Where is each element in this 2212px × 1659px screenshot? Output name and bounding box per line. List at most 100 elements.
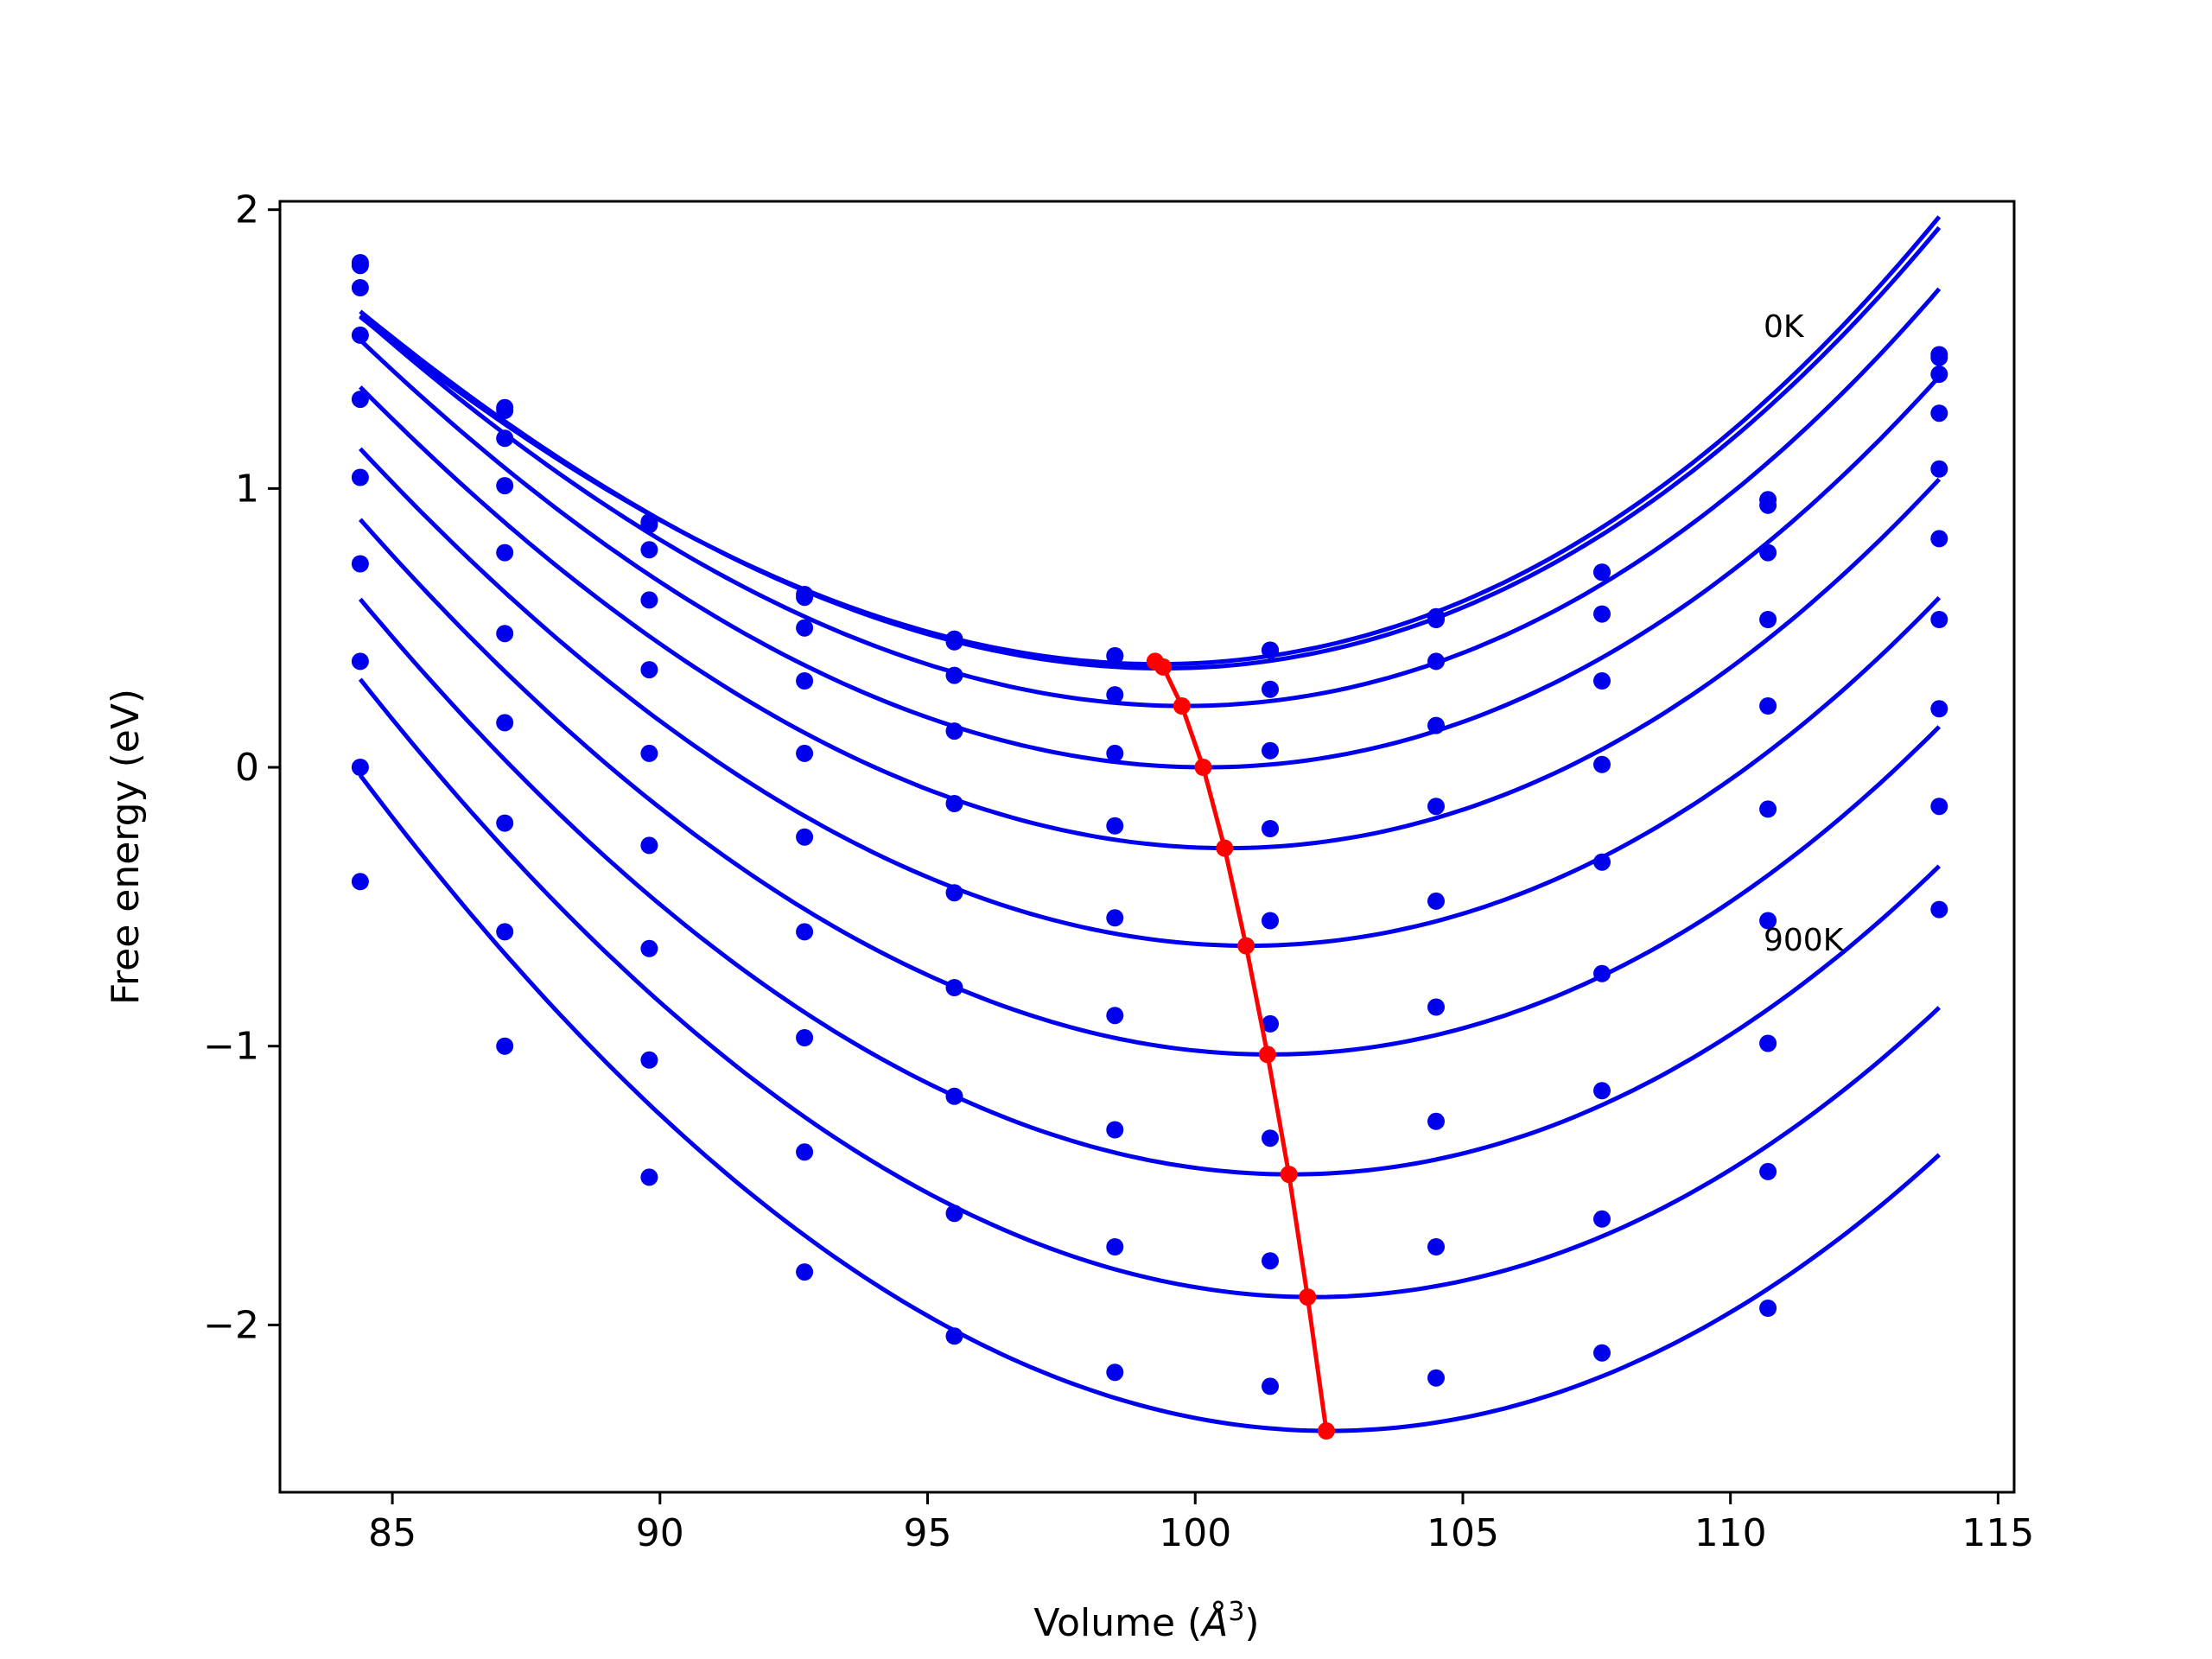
data-point-600K-9 xyxy=(1759,912,1777,930)
data-point-600K-10 xyxy=(1930,611,1948,628)
axis-ticks: 85 90 95 100 105 110 115 −2 −1 0 1 2 xyxy=(203,188,2034,1555)
data-point-900K-6 xyxy=(1262,1377,1279,1395)
data-point-200K-2 xyxy=(640,541,658,559)
data-point-900K-1 xyxy=(496,1037,514,1055)
data-point-200K-9 xyxy=(1759,543,1777,562)
minimum-point-1 xyxy=(1154,658,1173,676)
data-point-500K-7 xyxy=(1427,892,1445,910)
data-point-100K-10 xyxy=(1930,348,1948,366)
y-tick-label-1: 1 xyxy=(235,467,259,511)
data-point-700K-3 xyxy=(796,1029,814,1046)
axes-frame xyxy=(278,200,2016,1494)
data-point-400K-6 xyxy=(1262,820,1279,837)
data-point-200K-6 xyxy=(1262,680,1279,698)
data-point-800K-5 xyxy=(1106,1238,1124,1255)
y-tick-label-2: 2 xyxy=(235,188,259,232)
data-point-700K-8 xyxy=(1593,1082,1611,1100)
data-point-500K-5 xyxy=(1106,909,1124,927)
fit-curve-300K xyxy=(359,338,1942,770)
data-point-500K-8 xyxy=(1593,853,1611,871)
x-tick-label-95: 95 xyxy=(904,1511,952,1555)
data-point-500K-6 xyxy=(1262,912,1279,930)
data-point-600K-8 xyxy=(1593,964,1611,982)
data-point-800K-4 xyxy=(945,1205,963,1223)
x-axis-label-power: 3 xyxy=(1228,1597,1244,1627)
x-tick-label-110: 110 xyxy=(1694,1511,1767,1555)
data-point-300K-2 xyxy=(640,591,658,609)
data-point-900K-0 xyxy=(351,873,369,891)
y-tick-label--1: −1 xyxy=(203,1025,259,1069)
data-point-500K-4 xyxy=(945,884,963,902)
data-point-100K-6 xyxy=(1262,641,1279,659)
x-tick-label-90: 90 xyxy=(636,1511,684,1555)
data-point-900K-7 xyxy=(1427,1369,1445,1387)
data-point-300K-7 xyxy=(1427,716,1445,734)
data-point-800K-0 xyxy=(351,759,369,776)
data-point-100K-4 xyxy=(945,632,963,651)
data-point-400K-3 xyxy=(796,744,814,762)
data-point-600K-0 xyxy=(351,555,369,573)
fit-curve-600K xyxy=(359,518,1942,1057)
data-point-300K-3 xyxy=(796,672,814,690)
data-point-300K-8 xyxy=(1593,672,1611,690)
data-point-500K-9 xyxy=(1759,800,1777,818)
data-point-400K-7 xyxy=(1427,798,1445,816)
data-point-900K-2 xyxy=(640,1168,658,1186)
y-axis-label: Free energy (eV) xyxy=(104,689,148,1005)
minimum-point-6 xyxy=(1258,1046,1276,1064)
x-tick-label-85: 85 xyxy=(368,1511,416,1555)
plot-area xyxy=(351,215,1948,1440)
data-point-200K-10 xyxy=(1930,365,1948,384)
minimum-point-7 xyxy=(1280,1166,1298,1184)
data-point-100K-8 xyxy=(1593,563,1611,582)
minimum-point-3 xyxy=(1194,759,1212,776)
fit-curve-100K xyxy=(359,226,1942,671)
data-point-300K-0 xyxy=(351,326,369,344)
y-tick-label--2: −2 xyxy=(203,1303,259,1347)
data-point-200K-8 xyxy=(1593,605,1611,623)
data-point-300K-6 xyxy=(1262,741,1279,760)
data-point-400K-4 xyxy=(945,795,963,812)
data-point-400K-5 xyxy=(1106,817,1124,835)
data-point-700K-5 xyxy=(1106,1121,1124,1139)
data-point-800K-1 xyxy=(496,923,514,941)
data-point-800K-7 xyxy=(1427,1238,1445,1255)
minimum-point-5 xyxy=(1237,937,1255,955)
x-axis-label-unit: Å xyxy=(1199,1599,1228,1645)
data-point-200K-0 xyxy=(351,279,369,296)
x-axis-label-close: ) xyxy=(1244,1601,1259,1645)
data-point-700K-9 xyxy=(1759,1034,1777,1052)
data-point-500K-1 xyxy=(496,625,514,643)
fit-curve-900K xyxy=(358,773,1941,1433)
data-point-900K-8 xyxy=(1593,1344,1611,1362)
data-point-100K-1 xyxy=(496,402,514,419)
data-point-300K-10 xyxy=(1930,404,1948,423)
data-point-400K-0 xyxy=(351,391,369,409)
data-point-200K-7 xyxy=(1427,652,1445,671)
data-point-900K-10 xyxy=(1930,900,1948,918)
data-point-200K-3 xyxy=(796,619,814,637)
data-point-700K-4 xyxy=(945,1087,963,1105)
data-point-600K-6 xyxy=(1262,1014,1279,1033)
data-point-600K-1 xyxy=(496,714,514,732)
data-point-700K-7 xyxy=(1427,1112,1445,1130)
data-point-700K-10 xyxy=(1930,700,1948,718)
data-point-300K-4 xyxy=(945,722,963,741)
x-tick-label-100: 100 xyxy=(1159,1511,1231,1555)
minimum-point-2 xyxy=(1173,697,1191,715)
x-tick-label-115: 115 xyxy=(1961,1511,2034,1555)
x-axis-label: Volume (Å3) xyxy=(1033,1597,1259,1645)
data-point-100K-9 xyxy=(1759,496,1777,514)
fit-curve-400K xyxy=(359,385,1942,851)
data-point-400K-2 xyxy=(640,661,658,679)
data-point-100K-7 xyxy=(1427,611,1445,628)
data-point-600K-5 xyxy=(1106,1007,1124,1025)
data-point-100K-2 xyxy=(640,516,658,534)
fit-curve-500K xyxy=(359,447,1942,949)
data-point-700K-2 xyxy=(640,939,658,957)
data-point-800K-9 xyxy=(1759,1162,1777,1180)
fit-curve-200K xyxy=(359,287,1942,709)
fit-curve-700K xyxy=(358,597,1942,1177)
